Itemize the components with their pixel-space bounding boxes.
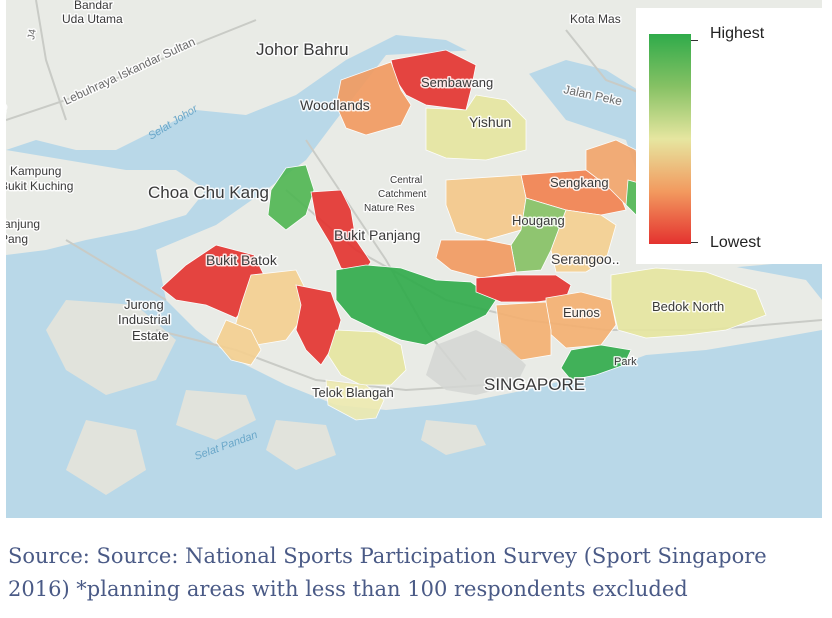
kampung-label: Kampung bbox=[10, 164, 61, 178]
area-bishan bbox=[435, 239, 517, 279]
j4-label: J4 bbox=[26, 28, 39, 41]
bukit-panjang-label: Bukit Panjang bbox=[334, 227, 420, 243]
area-serangoon bbox=[550, 209, 617, 273]
south-island-4 bbox=[421, 420, 486, 455]
south-island-3 bbox=[66, 420, 146, 495]
pang-label: Pang bbox=[6, 232, 28, 246]
legend-tick-bottom bbox=[691, 242, 698, 243]
south-island-1 bbox=[176, 390, 256, 440]
kota-masai-label: Kota Mas bbox=[570, 12, 621, 26]
south-island-2 bbox=[266, 420, 336, 470]
west-johor-land bbox=[6, 150, 206, 255]
uda-utama-label: Uda Utama bbox=[62, 12, 123, 26]
serangoon-label: Serangoo.. bbox=[551, 251, 620, 267]
area-marine-park bbox=[560, 344, 632, 381]
yishun-label: Yishun bbox=[469, 114, 511, 130]
central-label: Central bbox=[390, 175, 422, 186]
catchment-label: Catchment bbox=[378, 189, 427, 200]
johor-bahru-label: Johor Bahru bbox=[256, 40, 349, 59]
planning-areas bbox=[160, 49, 767, 421]
estate-label: Estate bbox=[132, 328, 169, 343]
bukit-batok-label: Bukit Batok bbox=[206, 252, 278, 268]
area-bedok bbox=[610, 267, 767, 339]
singapore-label: SINGAPORE bbox=[484, 375, 585, 394]
area-telok-blangah bbox=[325, 379, 385, 421]
sembawang-label: Sembawang bbox=[421, 75, 493, 90]
area-queenstown bbox=[327, 329, 407, 386]
area-choa-chu-kang bbox=[267, 164, 315, 231]
map-legend: Highest Lowest bbox=[636, 8, 822, 264]
hougang-label: Hougang bbox=[512, 213, 565, 228]
bukit-kuching-label: Bukit Kuching bbox=[6, 179, 73, 193]
area-eunos bbox=[545, 291, 617, 349]
nature-reserve-label: Nature Res bbox=[364, 203, 415, 214]
jurong-label: Jurong bbox=[124, 297, 164, 312]
eunos-label: Eunos bbox=[563, 305, 600, 320]
legend-lowest-label: Lowest bbox=[710, 234, 761, 251]
area-clementi bbox=[295, 284, 342, 366]
area-ang-mo-kio bbox=[445, 174, 527, 241]
area-central-green bbox=[335, 264, 497, 346]
tanjung-label: Tanjung bbox=[6, 217, 40, 231]
area-bukit-batok bbox=[160, 244, 265, 319]
industrial-label: Industrial bbox=[118, 312, 171, 327]
legend-highest-label: Highest bbox=[710, 25, 765, 42]
legend-color-scale bbox=[649, 34, 691, 244]
jurong-island bbox=[46, 300, 176, 395]
woodlands-label: Woodlands bbox=[300, 97, 370, 113]
area-yishun bbox=[425, 94, 527, 161]
downtown bbox=[426, 330, 526, 395]
park-label: Park bbox=[614, 356, 637, 368]
source-caption: Source: Source: National Sports Particip… bbox=[8, 544, 767, 601]
bandar-label: Bandar bbox=[74, 0, 113, 12]
legend-tick-top bbox=[691, 40, 698, 41]
telok-blangah-label: Telok Blangah bbox=[312, 385, 394, 400]
area-jurong-east bbox=[215, 319, 262, 366]
bedok-north-label: Bedok North bbox=[652, 299, 724, 314]
area-clementi-west bbox=[233, 269, 307, 346]
sengkang-label: Sengkang bbox=[550, 175, 609, 190]
choa-chu-kang-label: Choa Chu Kang bbox=[148, 183, 269, 202]
area-woodlands bbox=[335, 61, 412, 136]
